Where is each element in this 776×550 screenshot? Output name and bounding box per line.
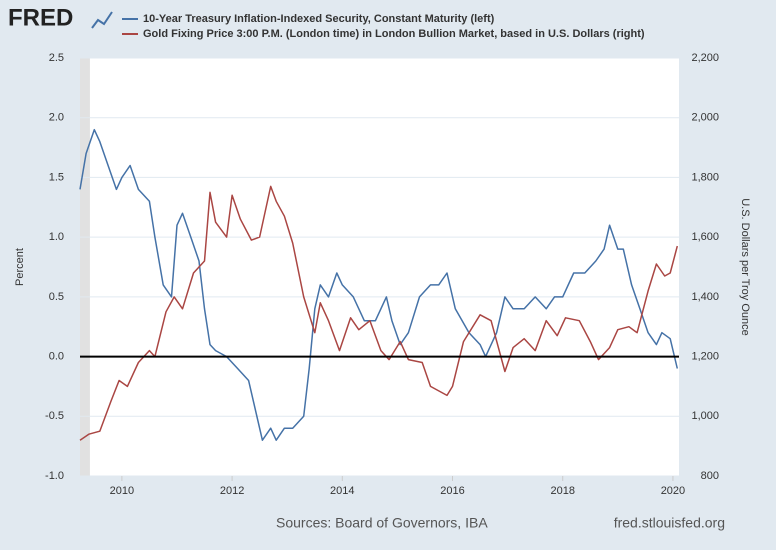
x-tick-label: 2018 [550, 485, 574, 497]
x-tick-label: 2012 [220, 485, 244, 497]
y-tick-label: 1.5 [49, 171, 64, 183]
y2-axis-label: U.S. Dollars per Troy Ounce [739, 198, 751, 336]
y2-tick-label: 1,800 [691, 171, 719, 183]
x-tick-label: 2010 [110, 485, 134, 497]
y2-tick-label: 1,000 [691, 410, 719, 422]
y2-tick-label: 1,400 [691, 291, 719, 303]
y-tick-label: 0.5 [49, 291, 64, 303]
series-line [79, 128, 679, 441]
legend-label: Gold Fixing Price 3:00 P.M. (London time… [143, 28, 645, 40]
y-tick-label: 0.0 [49, 350, 64, 362]
y-tick-label: 2.5 [49, 52, 64, 64]
y-tick-label: -0.5 [45, 410, 64, 422]
recession-band [80, 58, 90, 476]
y-tick-label: -1.0 [45, 470, 64, 482]
y2-tick-label: 1,200 [691, 350, 719, 362]
y2-tick-label: 1,600 [691, 231, 719, 243]
x-tick-label: 2016 [440, 485, 464, 497]
site-link[interactable]: fred.stlouisfed.org [614, 515, 725, 531]
logo-icon [91, 11, 113, 29]
sources: Sources: Board of Governors, IBA [276, 515, 488, 531]
y2-tick-label: 2,200 [691, 52, 719, 64]
y2-tick-label: 800 [701, 470, 719, 482]
series-line [79, 185, 679, 441]
plot-area [80, 58, 679, 476]
y-axis-label: Percent [14, 248, 26, 286]
legend-label: 10-Year Treasury Inflation-Indexed Secur… [143, 13, 495, 25]
y2-tick-label: 2,000 [691, 112, 719, 124]
x-tick-label: 2020 [661, 485, 685, 497]
y-tick-label: 1.0 [49, 231, 64, 243]
logo: FRED [8, 4, 73, 31]
x-tick-label: 2014 [330, 485, 354, 497]
y-tick-label: 2.0 [49, 112, 64, 124]
